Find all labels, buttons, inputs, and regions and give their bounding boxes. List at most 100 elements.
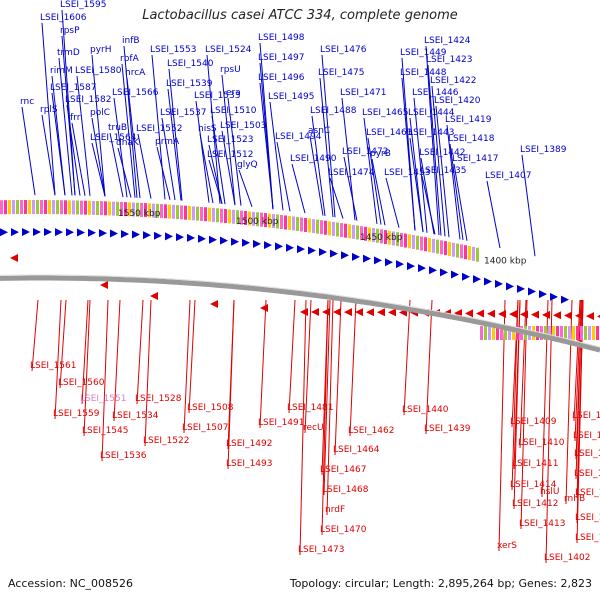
forward-gene-arrow [22, 228, 30, 237]
reverse-gene-label: LSEI_1401 [575, 533, 600, 543]
leader-line [188, 299, 196, 414]
forward-gene-label: frr [70, 113, 81, 123]
reverse-gene-label: LSEI_1462 [348, 426, 394, 436]
forward-cog-bar [340, 223, 343, 238]
leader-line [326, 299, 334, 516]
forward-gene-label: LSEI_1418 [448, 134, 495, 144]
forward-gene-arrow [363, 254, 371, 263]
forward-gene-arrow [110, 229, 118, 238]
forward-gene-label: LSEI_1444 [408, 108, 455, 118]
forward-cog-bar [420, 236, 423, 251]
forward-cog-bar [308, 218, 311, 233]
forward-gene-label: LSEI_1533 [194, 91, 240, 101]
forward-gene-label: pyrB [370, 149, 391, 159]
leader-line [401, 77, 416, 231]
scale-labels: 1550 kbp 1500 kbp 1450 kbp 1400 kbp [118, 209, 527, 267]
leader-line [101, 299, 109, 462]
leader-line [311, 115, 326, 216]
reverse-cog-bar [480, 326, 483, 340]
forward-gene-label: LSEI_1537 [160, 108, 206, 118]
leader-line [498, 299, 506, 552]
reverse-gene-arrow [564, 311, 572, 320]
forward-gene-label: LSEI_1443 [408, 128, 454, 138]
forward-cog-bar [260, 212, 263, 227]
leader-line [291, 163, 306, 214]
reverse-gene-arrow [300, 308, 308, 316]
leader-line [227, 299, 235, 470]
forward-cog-bar [4, 200, 7, 215]
forward-gene-label: LSEI_1540 [167, 59, 214, 69]
genome-backbone [0, 274, 600, 353]
forward-cog-bar [436, 239, 439, 254]
forward-cog-bar [184, 205, 187, 220]
reverse-gene-label: LSEI_1464 [333, 445, 380, 455]
reverse-cog-bar [560, 326, 563, 340]
reverse-gene-arrow [476, 309, 484, 318]
reverse-gene-label: xerS [497, 541, 517, 551]
leader-line [521, 154, 536, 257]
forward-cog-bar [160, 204, 163, 219]
forward-cog-bar [208, 207, 211, 222]
forward-cog-bar [108, 201, 111, 216]
leader-line [453, 163, 468, 241]
reverse-gene-label: LSEI_1545 [82, 426, 128, 436]
leader-line [269, 101, 284, 211]
leader-line [321, 54, 336, 218]
forward-cog-bar [72, 200, 75, 215]
reverse-gene-arrow [531, 310, 539, 319]
forward-cog-bar [376, 228, 379, 243]
forward-gene-arrow [253, 239, 261, 248]
forward-cog-bar [312, 219, 315, 234]
forward-gene-arrow [132, 230, 140, 239]
forward-gene-arrow [99, 229, 107, 238]
reverse-gene-label: LSEI_1508 [187, 403, 234, 413]
reverse-gene-label: LSEI_1492 [226, 439, 272, 449]
forward-gene-label: era [226, 88, 241, 98]
leader-line [126, 77, 141, 198]
forward-gene-label: LSEI_1497 [258, 53, 304, 63]
leader-line [409, 137, 424, 233]
forward-gene-arrow [209, 235, 217, 244]
forward-gene-arrow [550, 292, 558, 301]
leader-line [421, 175, 436, 235]
scale-label: 1450 kbp [360, 233, 403, 243]
reverse-cog-bar [504, 326, 507, 340]
forward-gene-label: LSEI_1503 [220, 121, 266, 131]
reverse-cog-bar [492, 326, 495, 340]
forward-gene-label: truB [108, 123, 127, 133]
reverse-gene-label: LSEI_1528 [135, 394, 182, 404]
forward-cog-bar [20, 200, 23, 215]
forward-cog-bar [332, 221, 335, 236]
forward-gene-label: rpsP [60, 26, 80, 36]
forward-gene-label: LSEI_1476 [320, 45, 367, 55]
leader-line [238, 169, 253, 207]
leader-line [81, 299, 89, 405]
forward-cog-bar [448, 241, 451, 256]
forward-gene-label: LSEI_1424 [424, 36, 471, 46]
leader-line [343, 156, 358, 221]
forward-cog-bar [380, 229, 383, 244]
leader-line [221, 130, 236, 206]
leader-line [349, 299, 357, 437]
forward-gene-arrow [143, 231, 151, 240]
forward-gene-label: asnC [308, 126, 330, 136]
leader-line [123, 45, 138, 198]
forward-cog-bar [352, 224, 355, 239]
forward-cog-bar [172, 204, 175, 219]
leader-line [161, 117, 176, 201]
forward-gene-label: LSEI_1495 [268, 92, 314, 102]
reverse-gene-label: LSEI_1411 [512, 459, 558, 469]
forward-gene-arrow [484, 277, 492, 286]
leader-line [41, 22, 56, 196]
forward-cog-bar [252, 211, 255, 226]
leader-line [137, 133, 152, 199]
reverse-gene-label: hslU [540, 487, 559, 497]
leader-line [425, 45, 440, 236]
reverse-gene-label: LSEI_1470 [320, 525, 367, 535]
forward-cog-bar [180, 205, 183, 220]
forward-cog-bar [8, 200, 11, 215]
forward-cog-bar [404, 233, 407, 248]
reverse-gene-arrow [520, 310, 528, 319]
reverse-gene-arrow [553, 311, 561, 320]
reverse-gene-label: LSEI_1534 [112, 411, 159, 421]
